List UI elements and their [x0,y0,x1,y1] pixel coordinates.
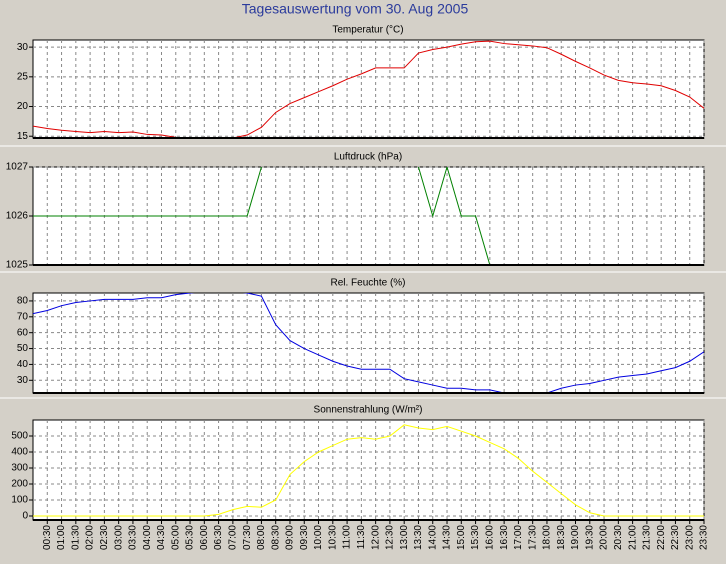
y-tick-label: 400 [11,447,28,458]
x-tick-label: 19:30 [584,525,595,550]
x-tick-label: 23:30 [699,525,710,550]
x-tick-label: 08:30 [270,525,281,550]
x-tick-label: 00:30 [42,525,53,550]
x-tick-label: 19:00 [570,525,581,550]
panel-title: Luftdruck (hPa) [334,152,402,163]
x-tick-label: 12:30 [385,525,396,550]
x-tick-label: 10:30 [327,525,338,550]
y-tick-label: 15 [17,131,29,142]
x-tick-label: 13:30 [413,525,424,550]
x-tick-label: 04:30 [156,525,167,550]
y-tick-label: 50 [17,343,29,354]
x-tick-label: 05:30 [185,525,196,550]
x-tick-label: 03:30 [128,525,139,550]
panel-title: Temperatur (°C) [332,25,403,36]
plot-area [32,419,705,521]
x-tick-label: 01:00 [56,525,67,550]
x-tick-label: 09:00 [285,525,296,550]
y-tick-label: 1026 [6,211,29,222]
x-tick-label: 06:00 [199,525,210,550]
plot-area [32,39,705,139]
x-tick-label: 16:00 [484,525,495,550]
x-tick-label: 14:30 [442,525,453,550]
data-line [33,40,704,138]
x-tick-label: 02:30 [99,525,110,550]
x-tick-label: 02:00 [85,525,96,550]
x-tick-label: 11:30 [356,525,367,550]
panel-title: Rel. Feuchte (%) [330,278,405,289]
y-tick-label: 60 [17,327,29,338]
x-tick-label: 05:00 [170,525,181,550]
y-tick-label: 0 [22,511,28,522]
x-tick-label: 07:00 [228,525,239,550]
y-tick-label: 30 [17,375,29,386]
x-tick-label: 21:30 [642,525,653,550]
x-tick-label: 21:00 [627,525,638,550]
x-tick-label: 22:00 [656,525,667,550]
y-tick-label: 200 [11,479,28,490]
x-tick-label: 13:00 [399,525,410,550]
x-tick-label: 15:30 [470,525,481,550]
x-tick-label: 08:00 [256,525,267,550]
x-tick-label: 04:00 [142,525,153,550]
y-tick-label: 1027 [6,162,29,173]
x-tick-label: 18:00 [542,525,553,550]
y-tick-label: 1025 [6,260,29,271]
page-title: Tagesauswertung vom 30. Aug 2005 [242,1,469,17]
x-tick-label: 14:00 [427,525,438,550]
y-tick-label: 100 [11,495,28,506]
x-tick-label: 12:00 [370,525,381,550]
panel-title: Sonnenstrahlung (W/m²) [314,405,423,416]
y-tick-label: 40 [17,359,29,370]
y-tick-label: 80 [17,296,29,307]
x-tick-label: 03:00 [113,525,124,550]
x-tick-label: 10:00 [313,525,324,550]
y-tick-label: 30 [17,42,29,53]
x-tick-label: 20:30 [613,525,624,550]
x-tick-label: 07:30 [242,525,253,550]
x-tick-label: 06:30 [213,525,224,550]
x-tick-label: 23:00 [684,525,695,550]
data-line [33,167,491,265]
y-tick-label: 300 [11,463,28,474]
x-tick-label: 09:30 [299,525,310,550]
y-tick-label: 25 [17,71,29,82]
x-tick-label: 17:00 [513,525,524,550]
x-tick-label: 15:00 [456,525,467,550]
x-tick-label: 01:30 [70,525,81,550]
x-tick-label: 20:00 [599,525,610,550]
x-tick-label: 22:30 [670,525,681,550]
x-tick-label: 18:30 [556,525,567,550]
y-tick-label: 70 [17,311,29,322]
x-tick-label: 16:30 [499,525,510,550]
plot-area [32,292,705,394]
x-tick-label: 17:30 [527,525,538,550]
x-tick-label: 11:00 [342,525,353,550]
y-tick-label: 20 [17,101,29,112]
data-line [33,293,704,393]
data-line [33,424,704,517]
y-tick-label: 500 [11,431,28,442]
